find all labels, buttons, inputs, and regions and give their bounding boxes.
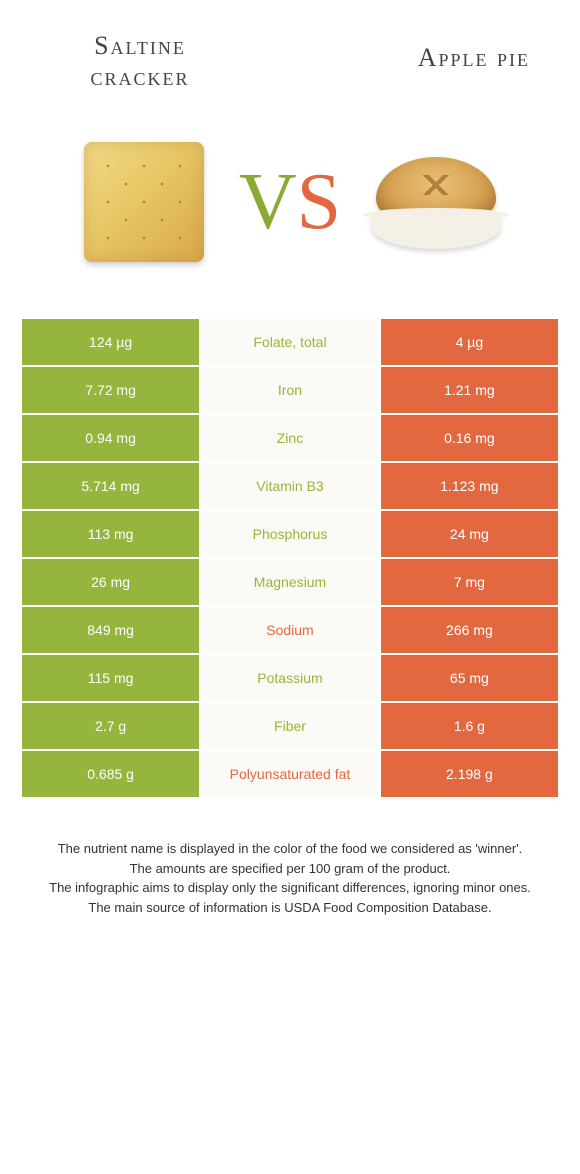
right-value-cell: 0.16 mg <box>380 414 559 462</box>
nutrient-label-cell: Phosphorus <box>200 510 380 558</box>
footer-notes: The nutrient name is displayed in the co… <box>30 839 550 917</box>
footer-line: The nutrient name is displayed in the co… <box>30 839 550 859</box>
table-row: 0.685 gPolyunsaturated fat2.198 g <box>21 750 559 798</box>
cracker-icon <box>74 132 214 272</box>
left-value-cell: 7.72 mg <box>21 366 200 414</box>
right-value-cell: 7 mg <box>380 558 559 606</box>
left-value-cell: 5.714 mg <box>21 462 200 510</box>
nutrient-label-cell: Vitamin B3 <box>200 462 380 510</box>
left-value-cell: 2.7 g <box>21 702 200 750</box>
right-value-cell: 65 mg <box>380 654 559 702</box>
nutrient-label-cell: Magnesium <box>200 558 380 606</box>
vs-row: VS <box>20 132 560 272</box>
right-food-title: Apple pie <box>350 30 530 73</box>
left-value-cell: 115 mg <box>21 654 200 702</box>
footer-line: The main source of information is USDA F… <box>30 898 550 918</box>
nutrient-label-cell: Zinc <box>200 414 380 462</box>
left-value-cell: 124 µg <box>21 318 200 366</box>
vs-s-letter: S <box>297 158 342 246</box>
pie-icon <box>366 132 506 272</box>
table-row: 2.7 gFiber1.6 g <box>21 702 559 750</box>
vs-v-letter: V <box>239 158 297 246</box>
table-row: 849 mgSodium266 mg <box>21 606 559 654</box>
footer-line: The infographic aims to display only the… <box>30 878 550 898</box>
left-value-cell: 0.685 g <box>21 750 200 798</box>
left-value-cell: 849 mg <box>21 606 200 654</box>
right-value-cell: 1.6 g <box>380 702 559 750</box>
nutrient-label-cell: Polyunsaturated fat <box>200 750 380 798</box>
nutrient-label-cell: Iron <box>200 366 380 414</box>
comparison-table: 124 µgFolate, total4 µg7.72 mgIron1.21 m… <box>20 317 560 799</box>
right-value-cell: 4 µg <box>380 318 559 366</box>
nutrient-label-cell: Potassium <box>200 654 380 702</box>
table-row: 26 mgMagnesium7 mg <box>21 558 559 606</box>
table-row: 5.714 mgVitamin B31.123 mg <box>21 462 559 510</box>
infographic-container: Saltine cracker Apple pie VS 124 µgFolat… <box>0 0 580 957</box>
right-value-cell: 266 mg <box>380 606 559 654</box>
right-value-cell: 2.198 g <box>380 750 559 798</box>
right-value-cell: 24 mg <box>380 510 559 558</box>
nutrient-label-cell: Fiber <box>200 702 380 750</box>
table-row: 7.72 mgIron1.21 mg <box>21 366 559 414</box>
header: Saltine cracker Apple pie <box>20 30 560 92</box>
left-value-cell: 113 mg <box>21 510 200 558</box>
table-row: 124 µgFolate, total4 µg <box>21 318 559 366</box>
right-value-cell: 1.123 mg <box>380 462 559 510</box>
left-food-title: Saltine cracker <box>50 30 230 92</box>
nutrient-label-cell: Sodium <box>200 606 380 654</box>
right-value-cell: 1.21 mg <box>380 366 559 414</box>
nutrient-label-cell: Folate, total <box>200 318 380 366</box>
vs-label: VS <box>239 162 341 242</box>
footer-line: The amounts are specified per 100 gram o… <box>30 859 550 879</box>
table-row: 115 mgPotassium65 mg <box>21 654 559 702</box>
left-value-cell: 0.94 mg <box>21 414 200 462</box>
left-value-cell: 26 mg <box>21 558 200 606</box>
table-row: 0.94 mgZinc0.16 mg <box>21 414 559 462</box>
table-row: 113 mgPhosphorus24 mg <box>21 510 559 558</box>
